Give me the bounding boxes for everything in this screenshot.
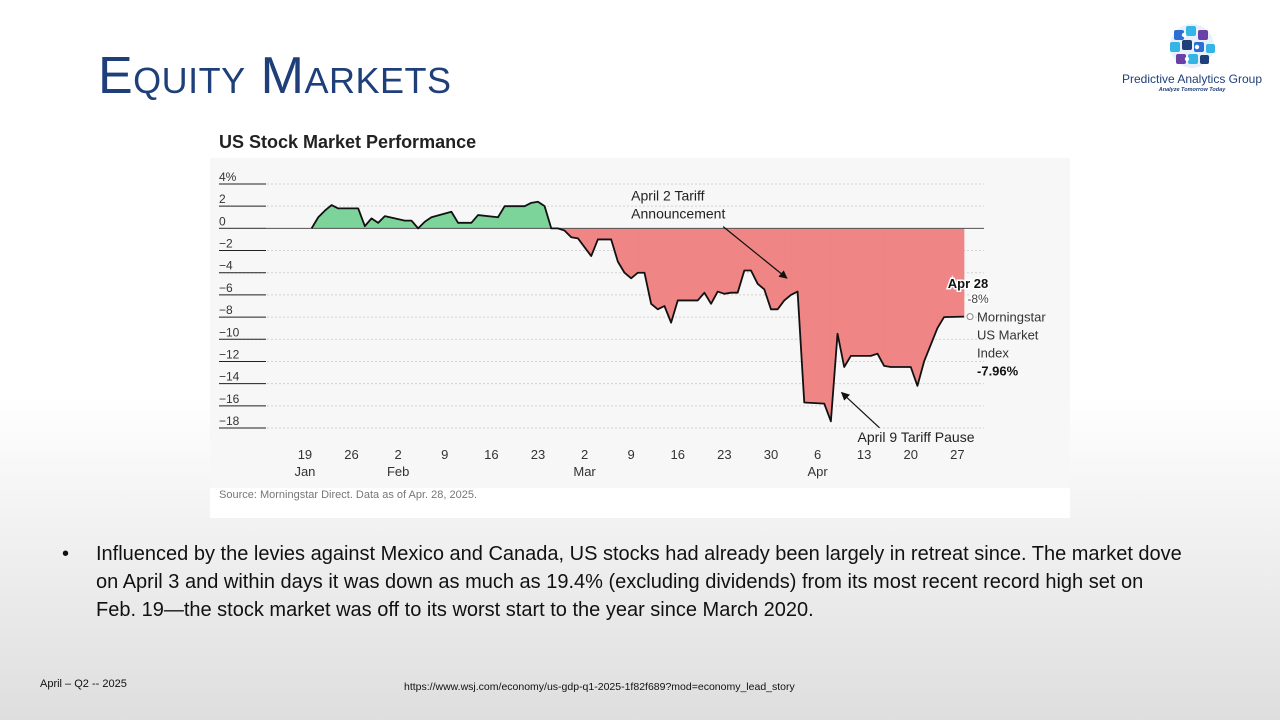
y-tick-label: 4% [219, 170, 237, 184]
x-tick-label: 2 [395, 447, 402, 462]
logo-tagline: Analyze Tomorrow Today [1158, 87, 1226, 93]
y-tick-label: −14 [219, 370, 240, 384]
bullet-list: • Influenced by the levies against Mexic… [62, 540, 1182, 624]
page-title: Equity Markets [98, 47, 452, 105]
x-tick-label: 26 [344, 447, 358, 462]
x-tick-label: 30 [764, 447, 778, 462]
y-tick-label: −10 [219, 325, 240, 339]
x-tick-label: 23 [531, 447, 545, 462]
x-tick-label: 19 [298, 447, 312, 462]
x-tick-label: 9 [441, 447, 448, 462]
x-month-label: Apr [807, 464, 828, 479]
x-tick-label: 9 [628, 447, 635, 462]
index-line [310, 200, 965, 423]
annotation-label: April 2 Tariff [631, 188, 705, 204]
x-month-label: Jan [294, 464, 315, 479]
logo-name: Predictive Analytics Group [1121, 72, 1263, 86]
series-end-marker [966, 313, 974, 321]
series-end-label: Index [977, 346, 1009, 361]
y-tick-label: −8 [219, 303, 233, 317]
chart-title: US Stock Market Performance [219, 132, 476, 152]
annotation-label: April 9 Tariff Pause [858, 429, 975, 445]
bullet-marker: • [62, 543, 70, 565]
stock-performance-chart: US Stock Market Performance4%20−2−4−6−8−… [210, 132, 1070, 501]
x-tick-label: 23 [717, 447, 731, 462]
x-month-label: Mar [573, 464, 596, 479]
callout-value: -8% [967, 292, 989, 306]
x-tick-label: 16 [484, 447, 498, 462]
y-tick-label: −12 [219, 347, 240, 361]
y-tick-label: −4 [219, 259, 233, 273]
x-tick-label: 6 [814, 447, 821, 462]
chart-source: Source: Morningstar Direct. Data as of A… [219, 489, 477, 501]
source-link[interactable]: https://www.wsj.com/economy/us-gdp-q1-20… [404, 681, 795, 693]
annotation-arrow [840, 391, 880, 429]
y-tick-label: 2 [219, 192, 226, 206]
footer-date: April – Q2 -- 2025 [40, 678, 127, 690]
callout-date: Apr 28 [948, 276, 988, 291]
y-tick-label: −16 [219, 392, 240, 406]
annotation-label: Announcement [631, 206, 725, 222]
chart-panel: US Stock Market Performance 4% 2 0 −2 −4 −6 −8−… [210, 125, 1070, 518]
bullet-item: • Influenced by the levies against Mexic… [62, 540, 1182, 624]
company-logo: Predictive Analytics Group Analyze Tomor… [1112, 22, 1272, 102]
x-tick-label: 13 [857, 447, 871, 462]
x-tick-label: 2 [581, 447, 588, 462]
y-tick-label: −2 [219, 237, 233, 251]
y-tick-label: −18 [219, 414, 240, 428]
series-end-label: US Market [977, 328, 1039, 343]
bullet-text: Influenced by the levies against Mexico … [96, 543, 1182, 621]
puzzle-globe-icon [1170, 24, 1215, 68]
series-end-value: -7.96% [977, 364, 1019, 379]
x-month-label: Feb [387, 464, 409, 479]
y-tick-label: 0 [219, 214, 226, 228]
x-tick-label: 27 [950, 447, 964, 462]
y-tick-label: −6 [219, 281, 233, 295]
annotation-arrow [722, 226, 788, 279]
x-tick-label: 20 [904, 447, 918, 462]
series-end-label: Morningstar [977, 310, 1046, 325]
x-tick-label: 16 [671, 447, 685, 462]
